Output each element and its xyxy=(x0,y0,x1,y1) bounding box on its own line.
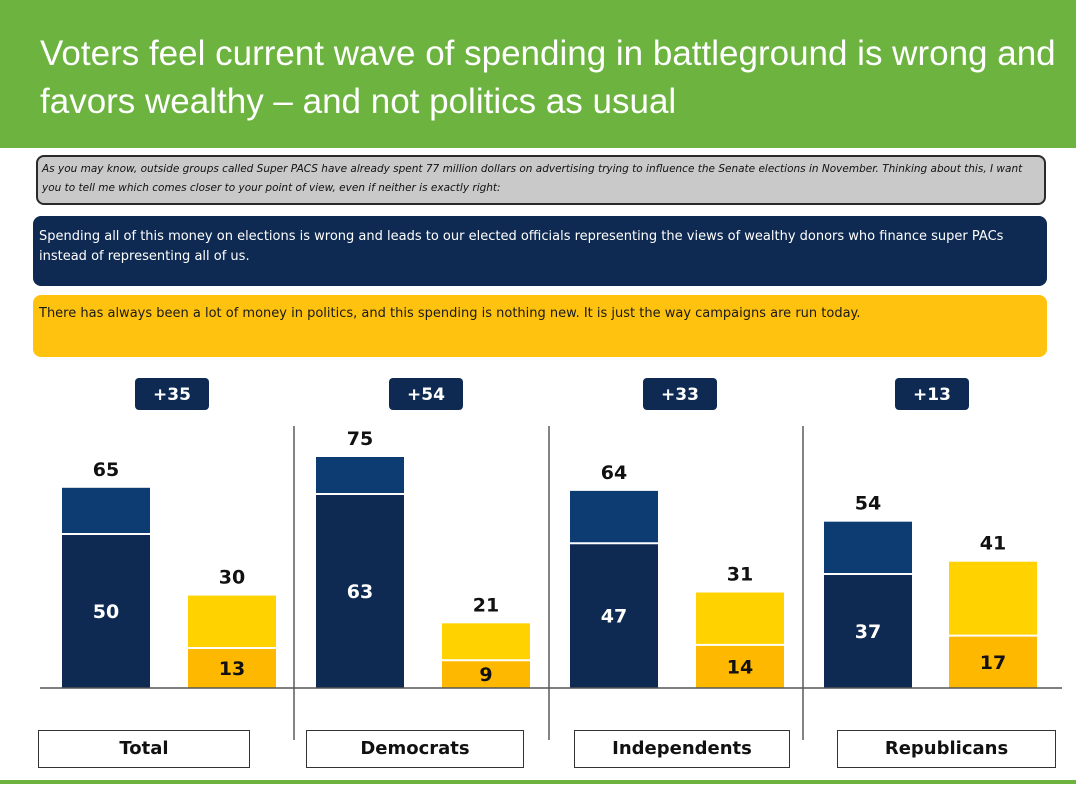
category-label-independents: Independents xyxy=(574,730,790,768)
bar-usual-strong-republicans xyxy=(949,635,1037,688)
header-bar: Voters feel current wave of spending in … xyxy=(0,0,1076,148)
value-wrong-total-democrats: 75 xyxy=(347,428,373,450)
bar-wrong-strong-independents xyxy=(570,543,658,688)
value-wrong-total-total: 65 xyxy=(93,459,119,481)
margin-badge-democrats xyxy=(389,378,463,410)
margin-label-democrats: +54 xyxy=(407,385,445,405)
value-usual-strong-total: 13 xyxy=(219,658,245,680)
slide-title: Voters feel current wave of spending in … xyxy=(40,34,1056,121)
value-wrong-total-independents: 64 xyxy=(601,462,627,484)
bar-wrong-strong-total xyxy=(62,534,150,688)
value-usual-total-republicans: 41 xyxy=(980,533,1006,555)
bar-wrong-strong-republicans xyxy=(824,574,912,688)
value-wrong-strong-republicans: 37 xyxy=(855,621,881,643)
margin-badge-independents xyxy=(643,378,717,410)
value-wrong-strong-independents: 47 xyxy=(601,606,627,628)
category-label-democrats: Democrats xyxy=(306,730,524,768)
value-usual-strong-republicans: 17 xyxy=(980,652,1006,674)
value-wrong-strong-democrats: 63 xyxy=(347,581,373,603)
value-usual-total-democrats: 21 xyxy=(473,594,499,616)
bar-chart: +35 65 50 30 13 +54 75 63 21 9 +33 64 47 31 14 +13 54 37 4… xyxy=(40,378,1062,740)
question-box: As you may know, outside groups called S… xyxy=(36,155,1046,205)
value-usual-total-total: 30 xyxy=(219,567,245,589)
value-wrong-strong-total: 50 xyxy=(93,601,119,623)
value-usual-strong-democrats: 9 xyxy=(479,664,492,686)
category-label-republicans: Republicans xyxy=(837,730,1056,768)
margin-label-republicans: +13 xyxy=(913,385,951,405)
value-usual-total-independents: 31 xyxy=(727,564,753,586)
category-label-total: Total xyxy=(38,730,250,768)
margin-badge-republicans xyxy=(895,378,969,410)
bottom-rule xyxy=(0,780,1076,784)
margin-label-independents: +33 xyxy=(661,385,699,405)
value-usual-strong-independents: 14 xyxy=(727,656,753,678)
bar-wrong-strong-democrats xyxy=(316,493,404,688)
bar-usual-strong-total xyxy=(188,647,276,688)
bar-usual-strong-democrats xyxy=(442,660,530,688)
option-usual-box: There has always been a lot of money in … xyxy=(33,295,1047,357)
bar-usual-strong-independents xyxy=(696,644,784,688)
margin-badge-total xyxy=(135,378,209,410)
option-wrong-box: Spending all of this money on elections … xyxy=(33,216,1047,286)
margin-label-total: +35 xyxy=(153,385,191,405)
value-wrong-total-republicans: 54 xyxy=(855,493,881,515)
